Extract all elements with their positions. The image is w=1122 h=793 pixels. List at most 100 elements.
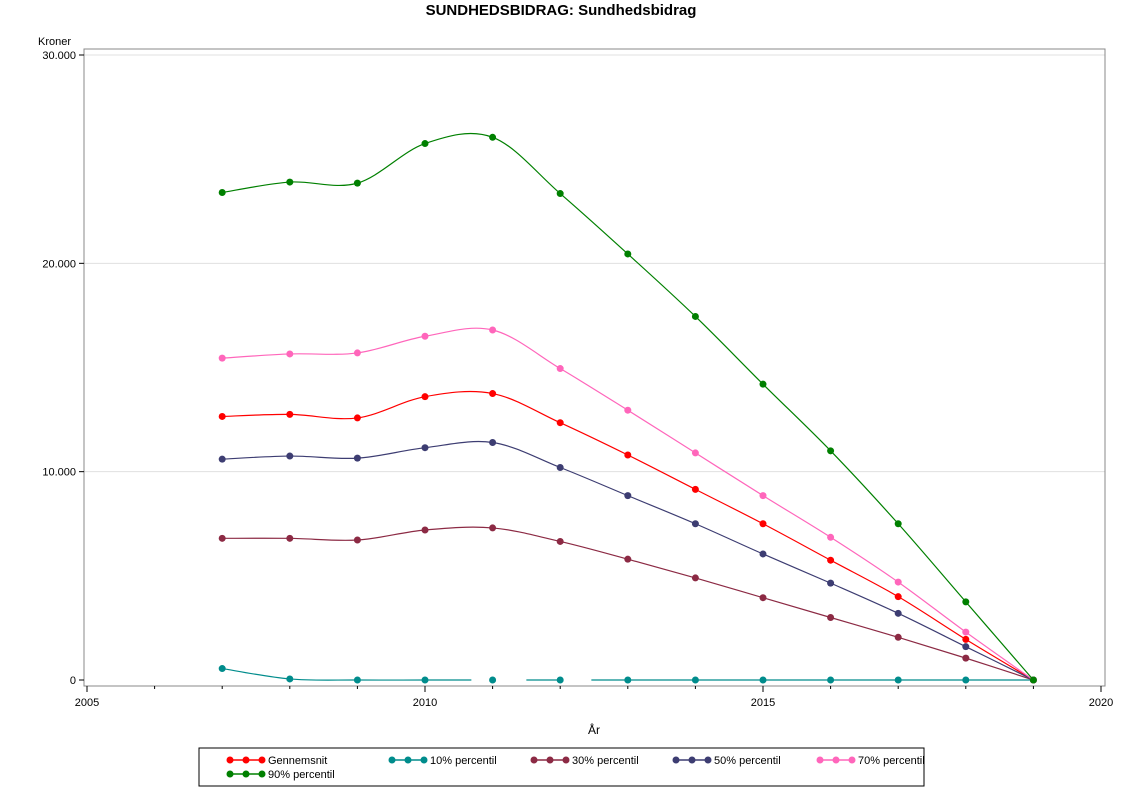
legend-label-1: 10% percentil — [430, 755, 497, 767]
legend-label-3: 50% percentil — [714, 755, 781, 767]
series-0-point-4 — [489, 390, 497, 398]
series-4-point-10 — [894, 578, 902, 586]
legend-marker-0-0 — [226, 756, 234, 764]
legend-label-2: 30% percentil — [572, 755, 639, 767]
y-tick-label-2: 20.000 — [42, 258, 76, 270]
legend-label-5: 90% percentil — [268, 769, 335, 781]
series-4-point-8 — [759, 492, 767, 500]
series-1-point-6 — [624, 676, 632, 684]
series-3-point-3 — [421, 444, 429, 452]
series-3-point-10 — [894, 609, 902, 617]
series-5-point-2 — [353, 179, 361, 187]
series-2-point-5 — [556, 537, 564, 545]
series-0-point-7 — [691, 485, 699, 493]
legend-item-4: 70% percentil — [816, 755, 925, 767]
series-1-point-9 — [827, 676, 835, 684]
legend-marker-4-0 — [816, 756, 824, 764]
y-axis: 0 10.000 20.000 30.000 — [42, 50, 84, 687]
series-5-point-1 — [286, 178, 294, 186]
series-1-point-10 — [894, 676, 902, 684]
legend-marker-0-1 — [242, 756, 250, 764]
x-tick-label-3: 2020 — [1089, 697, 1113, 709]
chart-title: SUNDHEDSBIDRAG: Sundhedsbidrag — [426, 2, 697, 19]
legend-item-2: 30% percentil — [530, 755, 639, 767]
legend-marker-3-1 — [688, 756, 696, 764]
legend-item-3: 50% percentil — [672, 755, 781, 767]
legend-marker-1-1 — [404, 756, 412, 764]
series-line-0 — [222, 390, 1034, 681]
legend-marker-0-2 — [258, 756, 266, 764]
legend-marker-3-0 — [672, 756, 680, 764]
legend-label-0: Gennemsnit — [268, 755, 327, 767]
x-tick-label-1: 2010 — [413, 697, 437, 709]
series-1-point-1 — [286, 675, 294, 683]
series-4-point-3 — [421, 332, 429, 340]
series-2-point-3 — [421, 526, 429, 534]
y-axis-label: Kroner — [38, 36, 71, 48]
series-2-point-8 — [759, 594, 767, 602]
series-4-point-4 — [489, 326, 497, 334]
legend-item-1: 10% percentil — [388, 755, 497, 767]
series-0-point-11 — [962, 635, 970, 643]
legend: Gennemsnit 10% percentil 30% percentil 50% … — [226, 755, 925, 781]
legend-marker-2-0 — [530, 756, 538, 764]
series-line-5 — [222, 132, 1034, 681]
series-5-point-8 — [759, 380, 767, 388]
series-2-point-4 — [489, 524, 497, 532]
x-tick-label-0: 2005 — [75, 697, 99, 709]
y-tick-label-3: 30.000 — [42, 50, 76, 62]
series-3-point-9 — [827, 579, 835, 587]
legend-item-5: 90% percentil — [226, 769, 335, 781]
series-5-point-9 — [827, 447, 835, 455]
series-0-point-10 — [894, 593, 902, 601]
series-2-point-2 — [353, 536, 361, 544]
series-4-point-9 — [827, 533, 835, 541]
x-axis-label: År — [588, 722, 600, 737]
series-1-point-7 — [691, 676, 699, 684]
series-3-point-0 — [218, 455, 226, 463]
series-line-2 — [222, 526, 1034, 681]
series-4-point-6 — [624, 406, 632, 414]
series-0-point-9 — [827, 556, 835, 564]
x-tick-label-2: 2015 — [751, 697, 775, 709]
series-5 — [218, 132, 1037, 684]
legend-marker-4-1 — [832, 756, 840, 764]
series-2-point-1 — [286, 534, 294, 542]
legend-box — [198, 747, 925, 787]
series-3-point-6 — [624, 492, 632, 500]
series-3-point-1 — [286, 452, 294, 460]
y-tick-label-0: 0 — [70, 675, 76, 687]
series-3-point-8 — [759, 550, 767, 558]
series-4-point-1 — [286, 350, 294, 358]
series-5-point-7 — [691, 312, 699, 320]
series-5-point-4 — [489, 133, 497, 141]
series-4 — [218, 326, 1037, 684]
series-1-point-11 — [962, 676, 970, 684]
series-5-point-12 — [1029, 676, 1037, 684]
series-line-4 — [222, 327, 1034, 681]
series-3-point-4 — [489, 439, 497, 446]
gridlines — [84, 54, 1105, 473]
series-4-point-7 — [691, 449, 699, 457]
series-3-point-7 — [691, 520, 699, 528]
series-5-point-6 — [624, 250, 632, 258]
series-0 — [218, 390, 1037, 684]
series-0-point-5 — [556, 419, 564, 427]
series-4-point-2 — [353, 349, 361, 357]
series-2-point-0 — [218, 534, 226, 542]
series-1-point-0 — [218, 665, 226, 673]
series-1-point-2 — [353, 676, 361, 684]
series-2-point-6 — [624, 555, 632, 563]
series-1-point-3 — [421, 676, 429, 684]
series-3-point-11 — [962, 643, 970, 651]
legend-marker-1-2 — [420, 756, 428, 764]
series-0-point-8 — [759, 520, 767, 528]
series-5-point-10 — [894, 520, 902, 528]
series-4-point-0 — [218, 354, 226, 362]
series-4-point-5 — [556, 365, 564, 373]
legend-item-0: Gennemsnit — [226, 755, 327, 767]
y-tick-label-1: 10.000 — [42, 467, 76, 479]
legend-marker-5-2 — [258, 770, 266, 778]
legend-marker-5-1 — [242, 770, 250, 778]
